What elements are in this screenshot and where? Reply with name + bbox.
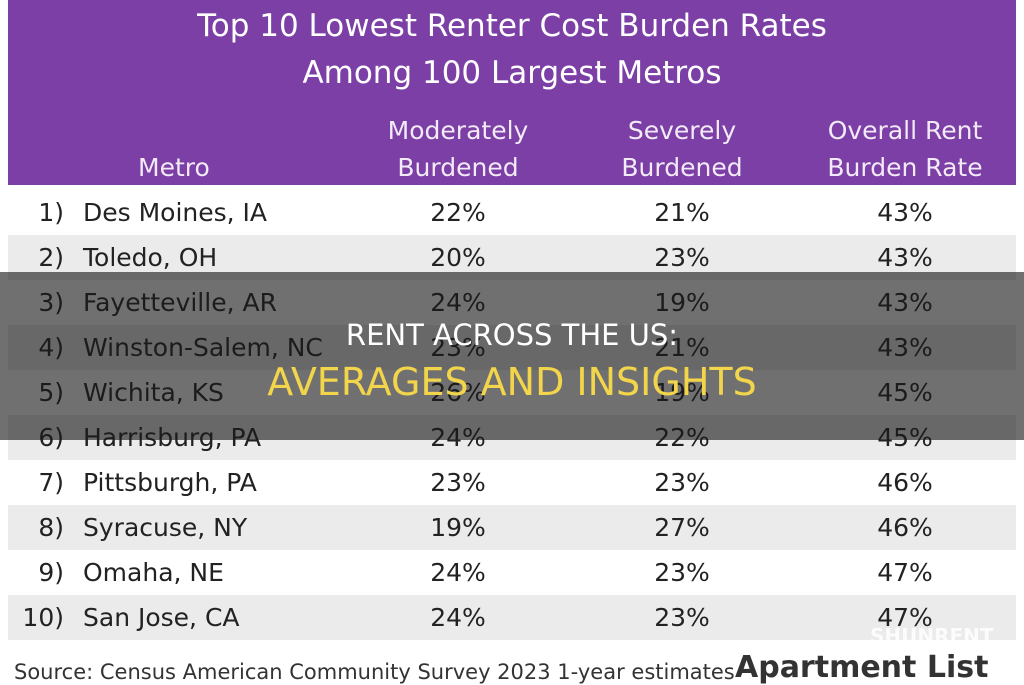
column-header: Overall Rent — [827, 116, 983, 145]
table-row: 8) Syracuse, NY 19% 27% 46% — [8, 505, 1016, 550]
title-line: Among 100 Largest Metros — [302, 55, 722, 91]
rate-cell: 23% — [430, 468, 486, 497]
metro-name: San Jose, CA — [83, 603, 240, 632]
banner-line: RENT ACROSS THE US: — [345, 318, 679, 352]
rank: 1) — [38, 198, 64, 227]
logo: Apartment List — [735, 650, 989, 685]
table-row: 7) Pittsburgh, PA 23% 23% 46% — [8, 460, 1016, 505]
table-row: 1) Des Moines, IA 22% 21% 43% — [8, 190, 1016, 235]
rank: 9) — [38, 558, 64, 587]
rate-cell: 23% — [654, 243, 710, 272]
rate-cell: 47% — [877, 603, 933, 632]
column-header: Metro — [138, 153, 210, 182]
rate-cell: 22% — [430, 198, 486, 227]
watermark: SHUNRENT — [870, 624, 994, 648]
table-header: Top 10 Lowest Renter Cost Burden Rates A… — [8, 0, 1016, 185]
rate-cell: 47% — [877, 558, 933, 587]
title-banner: RENT ACROSS THE US: AVERAGES AND INSIGHT… — [0, 272, 1024, 440]
column-header: Burden Rate — [827, 153, 983, 182]
column-header: Severely — [627, 116, 737, 145]
title-line: Top 10 Lowest Renter Cost Burden Rates — [197, 8, 827, 44]
rank: 10) — [22, 603, 64, 632]
rate-cell: 46% — [877, 468, 933, 497]
rank: 8) — [38, 513, 64, 542]
rank: 2) — [38, 243, 64, 272]
banner-line: AVERAGES AND INSIGHTS — [267, 360, 757, 404]
table-row: 10) San Jose, CA 24% 23% 47% — [8, 595, 1016, 640]
rate-cell: 43% — [877, 198, 933, 227]
column-header: Moderately — [387, 116, 529, 145]
metro-name: Syracuse, NY — [83, 513, 248, 542]
rate-cell: 24% — [430, 558, 486, 587]
column-header: Burdened — [621, 153, 743, 182]
rate-cell: 23% — [654, 558, 710, 587]
rate-cell: 23% — [654, 468, 710, 497]
metro-name: Toledo, OH — [83, 243, 218, 272]
rate-cell: 19% — [430, 513, 486, 542]
rate-cell: 24% — [430, 603, 486, 632]
rate-cell: 21% — [654, 198, 710, 227]
rate-cell: 46% — [877, 513, 933, 542]
rate-cell: 20% — [430, 243, 486, 272]
rate-cell: 43% — [877, 243, 933, 272]
column-header: Burdened — [397, 153, 519, 182]
table-row: 9) Omaha, NE 24% 23% 47% — [8, 550, 1016, 595]
source-note: Source: Census American Community Survey… — [14, 660, 735, 684]
metro-name: Omaha, NE — [83, 558, 224, 587]
metro-name: Des Moines, IA — [83, 198, 268, 227]
rate-cell: 27% — [654, 513, 710, 542]
rank: 7) — [38, 468, 64, 497]
rate-cell: 23% — [654, 603, 710, 632]
metro-name: Pittsburgh, PA — [83, 468, 257, 497]
